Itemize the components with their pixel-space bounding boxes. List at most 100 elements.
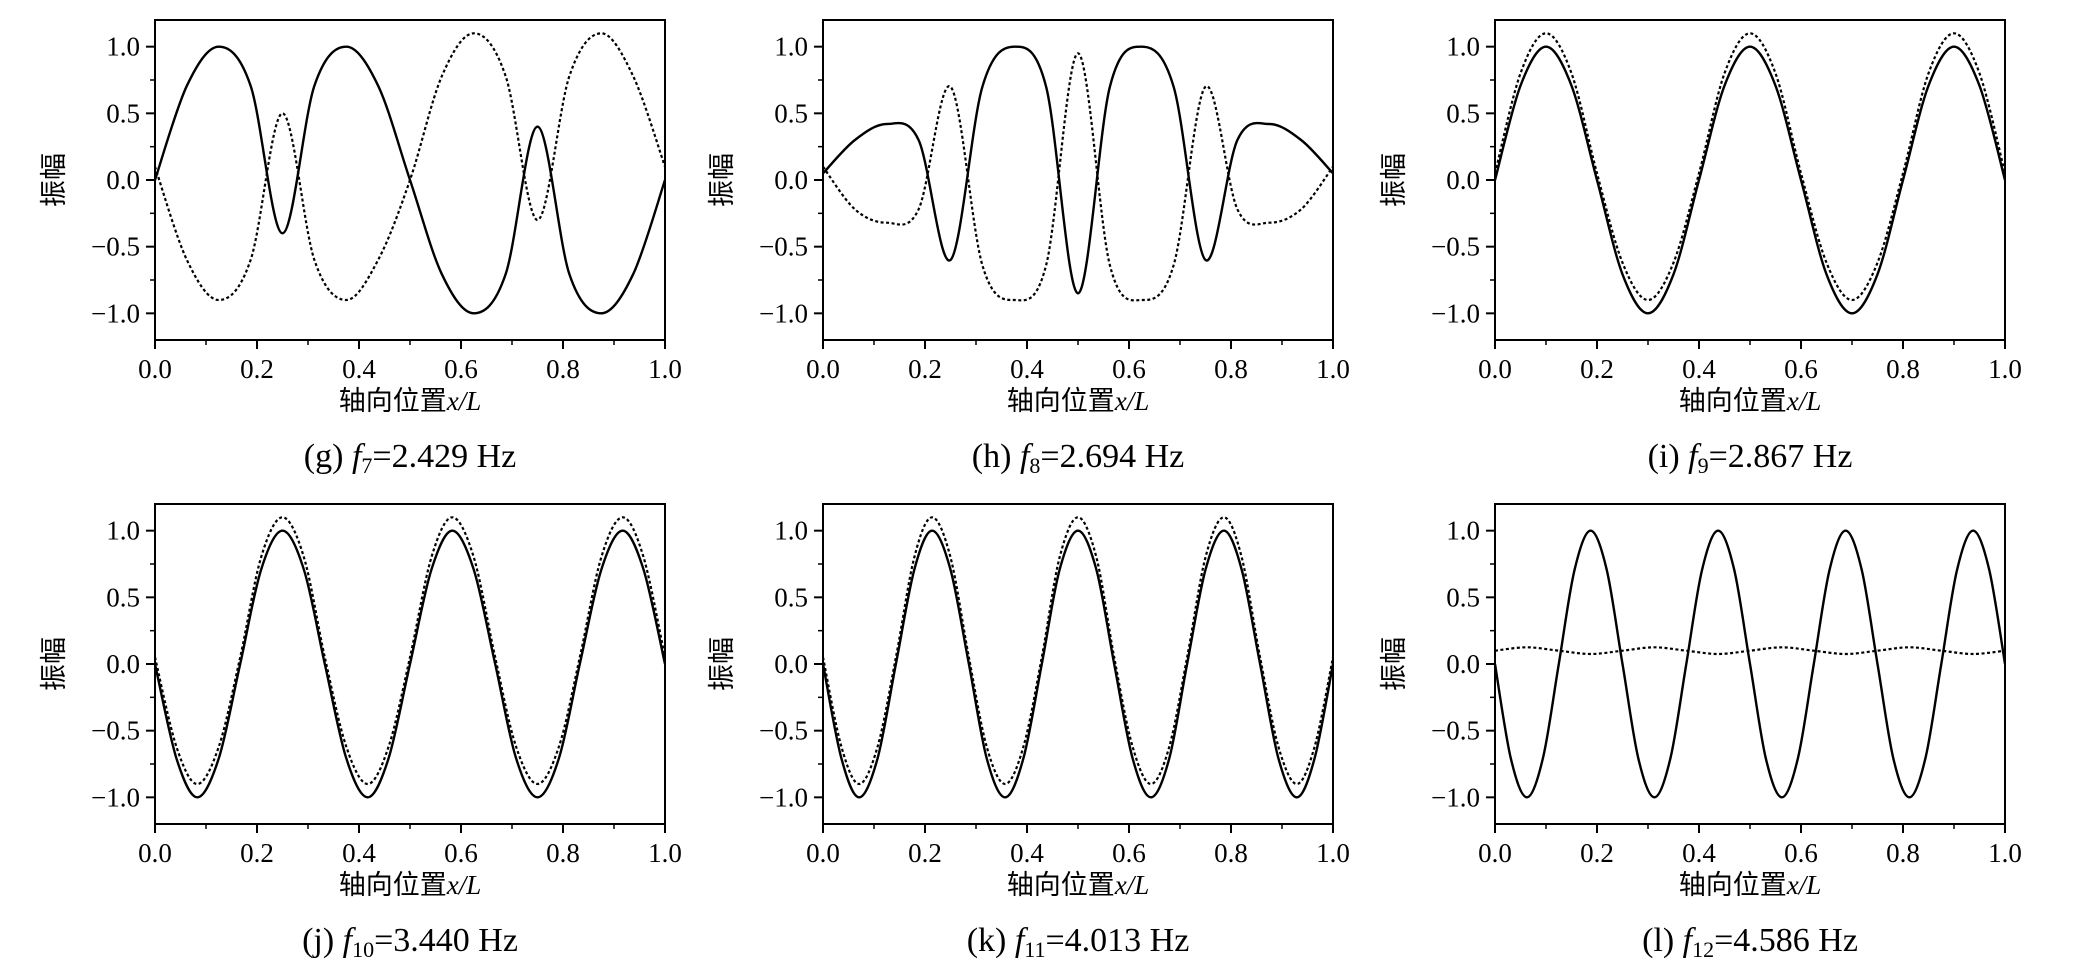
chart-svg: 0.0 0.2 0.4 0.6 0.8 1.0 −1.0 −0.5 0.0 0.5 1.0 轴向位置x… bbox=[1379, 19, 2022, 417]
x-tick-label: 0.4 bbox=[342, 354, 376, 384]
series-solid-line bbox=[823, 529, 1333, 799]
x-tick-label: 1.0 bbox=[648, 838, 682, 868]
y-tick-label: 0.5 bbox=[1446, 98, 1480, 128]
series-solid-line bbox=[155, 529, 665, 799]
series-solid-line bbox=[1495, 529, 2005, 799]
panel-caption: (k) f11=4.013 Hz bbox=[673, 922, 1483, 963]
caption-frequency-symbol: f bbox=[342, 922, 353, 959]
caption-frequency-value: =4.586 Hz bbox=[1714, 922, 1858, 959]
x-axis-label: 轴向位置x/L bbox=[339, 386, 482, 417]
y-tick-label: 0.0 bbox=[106, 165, 140, 195]
y-tick-label: 0.0 bbox=[106, 649, 140, 679]
chart-svg: 0.0 0.2 0.4 0.6 0.8 1.0 −1.0 −0.5 0.0 0.5 1.0 轴向位置x… bbox=[39, 503, 682, 901]
x-tick-label: 0.4 bbox=[1682, 354, 1716, 384]
y-tick-label: −1.0 bbox=[1431, 782, 1480, 812]
y-tick-label: −0.5 bbox=[1431, 716, 1480, 746]
y-tick-label: 1.0 bbox=[106, 32, 140, 62]
y-tick-label: 1.0 bbox=[1446, 32, 1480, 62]
caption-panel-id: (k) bbox=[966, 922, 1015, 959]
y-tick-label: −1.0 bbox=[759, 782, 808, 812]
y-axis-label: 振幅 bbox=[39, 637, 69, 691]
x-tick-label: 0.6 bbox=[1112, 838, 1146, 868]
caption-frequency-symbol: f bbox=[1682, 922, 1693, 959]
caption-frequency-index: 11 bbox=[1024, 937, 1046, 962]
y-tick-label: −1.0 bbox=[759, 298, 808, 328]
x-tick-label: 1.0 bbox=[648, 354, 682, 384]
y-tick-label: 1.0 bbox=[774, 516, 808, 546]
chart-panel-g: 0.0 0.2 0.4 0.6 0.8 1.0 −1.0 −0.5 0.0 0.5 1.0 轴向位置x… bbox=[5, 0, 682, 484]
x-tick-label: 0.0 bbox=[806, 354, 840, 384]
y-tick-label: 0.5 bbox=[774, 98, 808, 128]
x-tick-label: 1.0 bbox=[1316, 354, 1350, 384]
x-tick-label: 0.6 bbox=[444, 354, 478, 384]
y-tick-label: −1.0 bbox=[91, 782, 140, 812]
panel-caption: (h) f8=2.694 Hz bbox=[673, 438, 1483, 479]
panel-caption: (l) f12=4.586 Hz bbox=[1345, 922, 2080, 963]
caption-frequency-index: 8 bbox=[1029, 453, 1041, 478]
x-tick-label: 0.2 bbox=[1580, 838, 1614, 868]
x-tick-label: 0.8 bbox=[1886, 838, 1920, 868]
x-tick-label: 0.4 bbox=[1010, 354, 1044, 384]
plot-frame bbox=[822, 503, 1334, 825]
x-tick-label: 0.8 bbox=[1214, 838, 1248, 868]
x-tick-label: 0.2 bbox=[240, 838, 274, 868]
y-tick-label: 0.0 bbox=[774, 165, 808, 195]
x-tick-label: 0.6 bbox=[1112, 354, 1146, 384]
chart-panel-j: 0.0 0.2 0.4 0.6 0.8 1.0 −1.0 −0.5 0.0 0.5 1.0 轴向位置x… bbox=[5, 484, 682, 968]
panel-caption: (i) f9=2.867 Hz bbox=[1345, 438, 2080, 479]
panel-caption: (g) f7=2.429 Hz bbox=[5, 438, 815, 479]
x-tick-label: 1.0 bbox=[1316, 838, 1350, 868]
x-tick-label: 0.0 bbox=[1478, 838, 1512, 868]
chart-panel-k: 0.0 0.2 0.4 0.6 0.8 1.0 −1.0 −0.5 0.0 0.5 1.0 轴向位置x… bbox=[673, 484, 1350, 968]
y-tick-label: 0.5 bbox=[774, 582, 808, 612]
x-tick-label: 0.8 bbox=[1214, 354, 1248, 384]
caption-frequency-value: =4.013 Hz bbox=[1045, 922, 1190, 959]
x-tick-label: 0.2 bbox=[1580, 354, 1614, 384]
caption-frequency-symbol: f bbox=[1014, 922, 1025, 959]
y-tick-label: 0.5 bbox=[106, 582, 140, 612]
y-axis-label: 振幅 bbox=[1379, 637, 1409, 691]
caption-panel-id: (j) bbox=[302, 922, 343, 959]
caption-frequency-index: 7 bbox=[361, 453, 373, 478]
y-tick-label: 1.0 bbox=[106, 516, 140, 546]
y-axis-label: 振幅 bbox=[39, 153, 69, 207]
series-solid-line bbox=[1495, 45, 2005, 315]
x-axis-label: 轴向位置x/L bbox=[1679, 386, 1822, 417]
y-tick-label: −0.5 bbox=[759, 716, 808, 746]
x-tick-label: 0.8 bbox=[1886, 354, 1920, 384]
y-tick-label: −1.0 bbox=[91, 298, 140, 328]
caption-panel-id: (g) bbox=[303, 438, 352, 475]
x-tick-label: 0.6 bbox=[1784, 354, 1818, 384]
x-axis-label: 轴向位置x/L bbox=[339, 870, 482, 901]
x-tick-label: 0.0 bbox=[138, 354, 172, 384]
chart-svg: 0.0 0.2 0.4 0.6 0.8 1.0 −1.0 −0.5 0.0 0.5 1.0 轴向位置x… bbox=[707, 503, 1350, 901]
y-tick-label: −1.0 bbox=[1431, 298, 1480, 328]
caption-panel-id: (h) bbox=[971, 438, 1020, 475]
caption-frequency-symbol: f bbox=[1688, 438, 1698, 475]
caption-panel-id: (i) bbox=[1647, 438, 1689, 475]
y-tick-label: 0.0 bbox=[1446, 649, 1480, 679]
x-tick-label: 0.0 bbox=[1478, 354, 1512, 384]
y-tick-label: 0.0 bbox=[1446, 165, 1480, 195]
x-tick-label: 0.6 bbox=[1784, 838, 1818, 868]
y-tick-label: 1.0 bbox=[1446, 516, 1480, 546]
y-tick-label: 0.0 bbox=[774, 649, 808, 679]
y-tick-label: −0.5 bbox=[91, 716, 140, 746]
x-tick-label: 0.0 bbox=[138, 838, 172, 868]
x-tick-label: 0.0 bbox=[806, 838, 840, 868]
x-tick-label: 1.0 bbox=[1988, 838, 2022, 868]
caption-frequency-index: 12 bbox=[1692, 937, 1715, 962]
x-tick-label: 0.8 bbox=[546, 354, 580, 384]
x-tick-label: 0.2 bbox=[240, 354, 274, 384]
x-tick-label: 0.4 bbox=[342, 838, 376, 868]
y-tick-label: −0.5 bbox=[1431, 232, 1480, 262]
chart-svg: 0.0 0.2 0.4 0.6 0.8 1.0 −1.0 −0.5 0.0 0.5 1.0 轴向位置x… bbox=[1379, 503, 2022, 901]
caption-panel-id: (l) bbox=[1642, 922, 1683, 959]
panel-caption: (j) f10=3.440 Hz bbox=[5, 922, 815, 963]
y-tick-label: −0.5 bbox=[91, 232, 140, 262]
series-dotted-line bbox=[1495, 646, 2005, 656]
y-tick-label: 0.5 bbox=[106, 98, 140, 128]
series-solid-line bbox=[823, 45, 1333, 295]
x-tick-label: 0.4 bbox=[1010, 838, 1044, 868]
caption-frequency-index: 9 bbox=[1697, 453, 1709, 478]
